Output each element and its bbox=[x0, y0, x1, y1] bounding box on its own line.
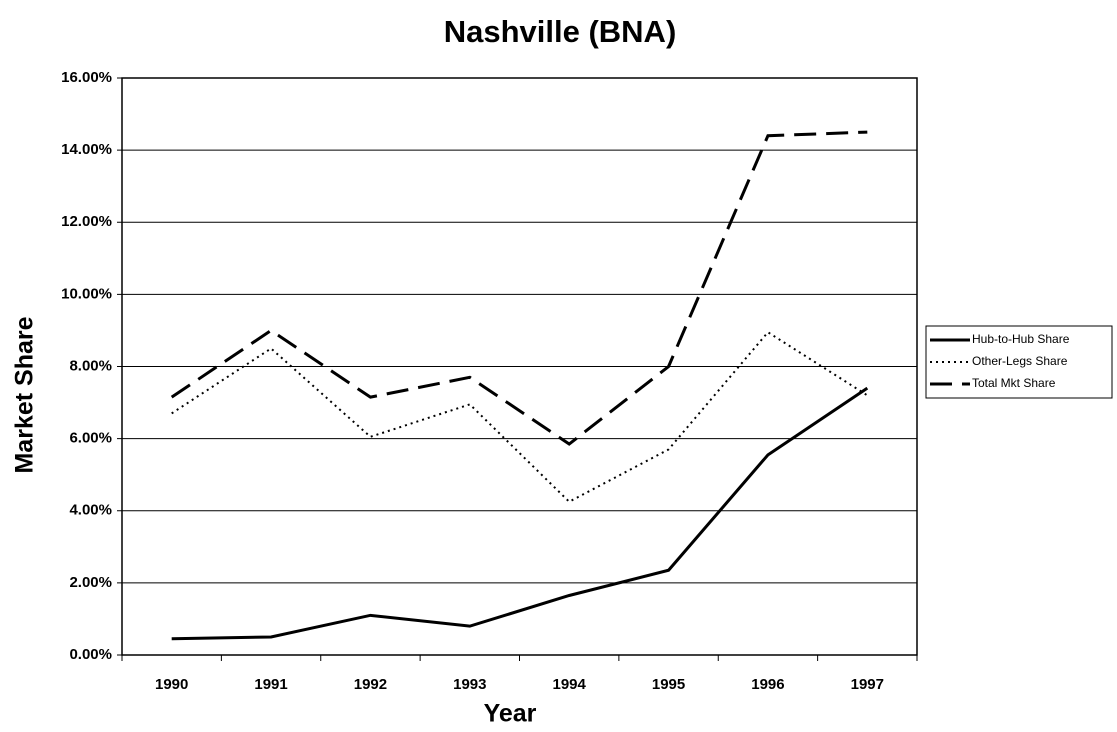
y-tick-label: 8.00% bbox=[69, 357, 112, 374]
y-tick-label: 4.00% bbox=[69, 502, 112, 519]
chart-title: Nashville (BNA) bbox=[444, 14, 677, 49]
x-tick-label: 1997 bbox=[851, 676, 884, 693]
x-tick-label: 1995 bbox=[652, 676, 685, 693]
y-tick-label: 10.00% bbox=[61, 285, 112, 302]
y-axis-label: Market Share bbox=[11, 316, 39, 473]
y-tick-label: 12.00% bbox=[61, 213, 112, 230]
series-line bbox=[170, 130, 868, 446]
y-tick-label: 16.00% bbox=[61, 69, 112, 86]
y-tick-label: 14.00% bbox=[61, 141, 112, 158]
legend-label: Total Mkt Share bbox=[972, 376, 1056, 390]
series-line bbox=[171, 330, 868, 503]
y-tick-label: 0.00% bbox=[69, 646, 112, 663]
legend-box bbox=[925, 325, 1113, 399]
x-tick-label: 1993 bbox=[453, 676, 486, 693]
legend-label: Other-Legs Share bbox=[972, 354, 1068, 368]
x-tick-label: 1991 bbox=[254, 676, 287, 693]
x-tick-label: 1996 bbox=[751, 676, 784, 693]
y-tick-label: 6.00% bbox=[69, 430, 112, 447]
legend-label: Hub-to-Hub Share bbox=[972, 332, 1070, 346]
series-line bbox=[171, 386, 869, 641]
y-tick-label: 2.00% bbox=[69, 574, 112, 591]
x-tick-label: 1994 bbox=[553, 676, 587, 693]
x-axis-label: Year bbox=[484, 700, 537, 728]
x-tick-label: 1990 bbox=[155, 676, 188, 693]
x-tick-label: 1992 bbox=[354, 676, 387, 693]
